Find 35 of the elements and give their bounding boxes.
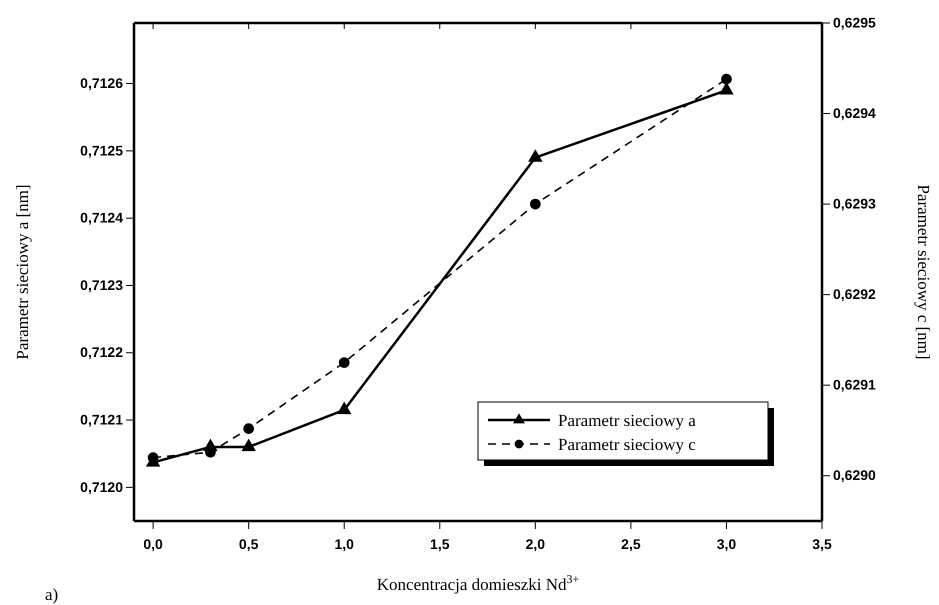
y2-tick-label: 0,6290 [833,467,876,484]
point [241,438,256,452]
y-tick-label: 0,7120 [80,478,124,495]
x-tick-label: 0,0 [143,536,164,552]
x-tick-label: 0,5 [238,536,259,552]
y2-tick-label: 0,6295 [833,14,876,30]
y-tick-label: 0,7125 [80,142,124,158]
y2-tick-label: 0,6293 [833,196,876,212]
x-tick-label: 2,5 [621,536,641,552]
y-tick-label: 0,7122 [80,344,124,360]
x-tick-label: 3,5 [812,536,832,552]
point [148,452,158,463]
point [243,423,254,434]
point [528,149,543,162]
x-tick-label: 1,5 [430,536,450,552]
legend-label: Parametr sieciowy c [558,435,696,454]
y2-tick-label: 0,6294 [833,105,876,122]
y-tick-label: 0,7126 [80,75,124,92]
text: a) [45,585,58,604]
x-tick-label: 3,0 [716,536,736,552]
y-tick-label: 0,7123 [80,276,124,293]
x-tick-label: 2,0 [526,536,546,552]
legend-label: Parametr sieciowy a [558,411,696,430]
x-tick-label: 1,0 [334,536,354,552]
y-axis-title: Parametr sieciowy a [nm] [13,184,32,360]
y2-axis-title: Parametr sieciowy c [nm] [914,184,933,360]
y-tick-label: 0,7124 [80,210,124,226]
y-tick-label: 0,7121 [80,412,124,428]
x-axis-title: Koncentracja domieszki Nd$^{3+}$ [376,572,580,594]
point [337,402,352,414]
point [530,198,541,210]
point [338,357,350,368]
y2-tick-label: 0,6291 [833,376,876,393]
point [721,74,732,84]
y2-tick-label: 0,6292 [833,286,876,302]
